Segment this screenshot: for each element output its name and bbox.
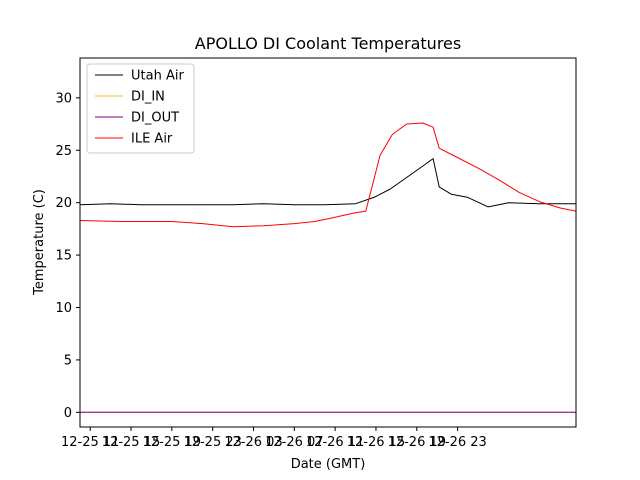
plot-frame bbox=[79, 57, 577, 428]
x-tick-label: 12-25 15 bbox=[102, 435, 160, 450]
y-tick-label: 15 bbox=[55, 249, 72, 264]
y-tick-label: 0 bbox=[64, 406, 72, 421]
y-axis-label: Temperature (C) bbox=[32, 189, 47, 296]
x-tick-label: 12-26 03 bbox=[224, 435, 282, 450]
series-line-utah-air bbox=[79, 158, 576, 208]
y-tick-label: 5 bbox=[64, 353, 72, 368]
legend-label-di-in: DI_IN bbox=[131, 90, 165, 105]
x-tick-label: 12-25 23 bbox=[183, 435, 241, 450]
x-tick-label: 12-26 07 bbox=[265, 435, 323, 450]
y-tick-label: 25 bbox=[55, 144, 72, 159]
y-tick-label: 10 bbox=[55, 301, 72, 316]
x-tick-label: 12-25 19 bbox=[143, 435, 201, 450]
chart-title: APOLLO DI Coolant Temperatures bbox=[195, 34, 461, 53]
series-layer bbox=[79, 122, 577, 413]
x-tick-label: 12-25 11 bbox=[61, 435, 119, 450]
legend-label-utah-air: Utah Air bbox=[131, 69, 184, 84]
series-line-ile-air bbox=[79, 122, 577, 228]
legend-label-ile-air: ILE Air bbox=[131, 132, 173, 147]
x-axis-label: Date (GMT) bbox=[291, 457, 366, 472]
legend-box bbox=[86, 63, 195, 154]
legend-label-di-out: DI_OUT bbox=[131, 111, 179, 126]
y-tick-label: 20 bbox=[55, 196, 72, 211]
x-tick-label: 12-26 11 bbox=[306, 435, 364, 450]
y-axis: 0 5 10 15 20 25 30 bbox=[55, 91, 80, 421]
x-tick-label: 12-26 23 bbox=[428, 435, 486, 450]
x-tick-label: 12-26 19 bbox=[388, 435, 446, 450]
y-tick-label: 30 bbox=[55, 91, 72, 106]
legend: Utah Air DI_IN DI_OUT ILE Air bbox=[86, 63, 195, 154]
x-tick-label: 12-26 15 bbox=[347, 435, 405, 450]
